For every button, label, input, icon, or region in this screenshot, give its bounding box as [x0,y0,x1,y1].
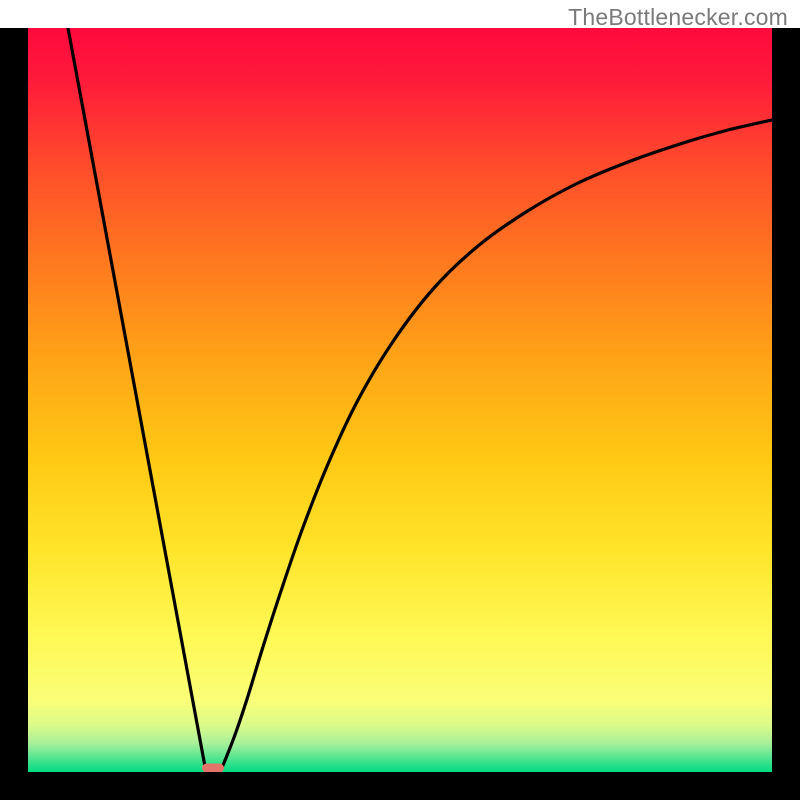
chart-frame: TheBottlenecker.com [0,0,800,800]
minimum-marker [202,764,224,773]
plot-svg [28,28,772,772]
watermark-text: TheBottlenecker.com [568,4,788,31]
gradient-background [28,28,772,772]
plot-area [28,28,772,772]
